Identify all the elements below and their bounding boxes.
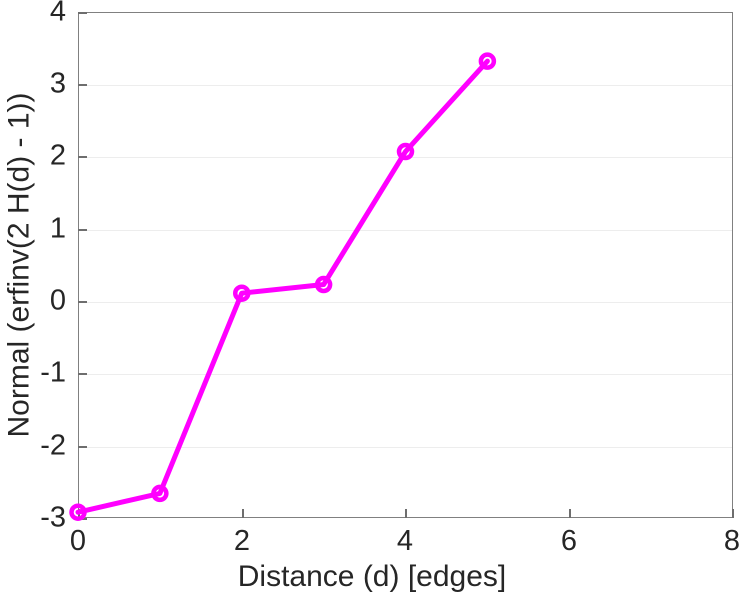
y-tick-label-text: 1 xyxy=(49,212,66,245)
y-tick-mark xyxy=(78,518,87,520)
y-tick-mark xyxy=(78,84,87,86)
x-tick-mark xyxy=(405,509,407,518)
x-tick-label: 6 xyxy=(560,525,578,557)
plot-area xyxy=(78,12,733,518)
gridline xyxy=(79,85,732,86)
x-tick-label: 0 xyxy=(69,525,87,557)
x-tick-mark xyxy=(242,509,244,518)
y-tick-mark xyxy=(78,229,87,231)
gridline xyxy=(79,230,732,231)
y-axis-label-container: Normal (erfinv(2 H(d) - 1)) xyxy=(0,0,40,530)
gridline xyxy=(79,374,732,375)
y-tick-label-text: -2 xyxy=(40,429,66,462)
x-tick-label: 4 xyxy=(396,525,414,557)
x-axis-label: Distance (d) [edges] xyxy=(237,560,507,593)
x-tick-mark xyxy=(78,509,80,518)
y-tick-label-text: -1 xyxy=(40,356,66,389)
y-tick-label-text: 4 xyxy=(49,0,66,28)
gridline xyxy=(79,302,732,303)
y-tick-label-text: -3 xyxy=(40,501,66,534)
y-tick-mark xyxy=(78,373,87,375)
y-tick-mark xyxy=(78,446,87,448)
y-tick-mark xyxy=(78,301,87,303)
y-tick-label-text: 3 xyxy=(49,67,66,100)
gridline xyxy=(79,157,732,158)
y-tick-mark xyxy=(78,156,87,158)
y-tick-label-text: 2 xyxy=(49,139,66,172)
x-tick-mark xyxy=(732,509,734,518)
x-tick-mark xyxy=(569,509,571,518)
x-tick-label: 8 xyxy=(723,525,741,557)
x-tick-label: 2 xyxy=(233,525,251,557)
y-tick-mark xyxy=(78,12,87,14)
y-axis-label: Normal (erfinv(2 H(d) - 1)) xyxy=(3,92,36,438)
y-tick-label-text: 0 xyxy=(49,284,66,317)
gridline xyxy=(79,447,732,448)
